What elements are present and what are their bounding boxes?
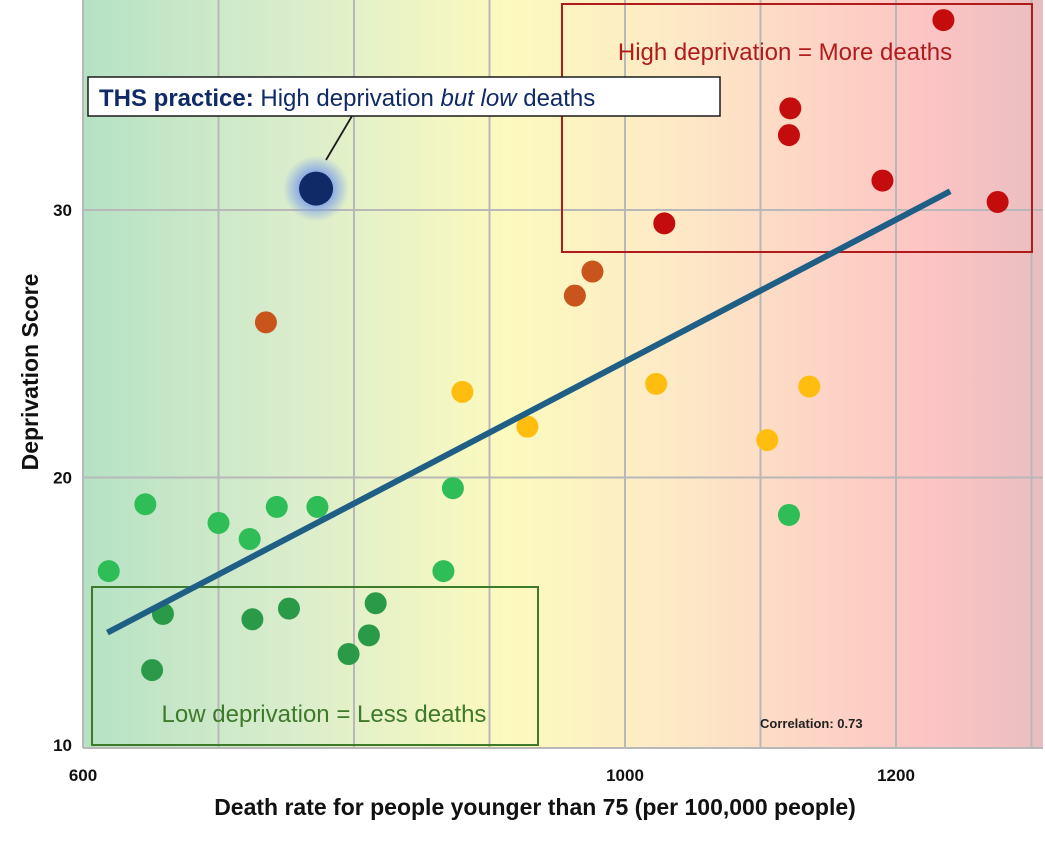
data-point-medium-high <box>563 284 586 307</box>
data-point-low <box>777 503 800 526</box>
callout-text: THS practice: High deprivation but low d… <box>99 85 595 112</box>
callout-italic: but low <box>441 85 519 112</box>
data-point-high <box>779 97 802 120</box>
data-point-medium <box>451 380 474 403</box>
data-point-medium-high <box>254 311 277 334</box>
data-point-low <box>432 560 455 583</box>
data-point-high <box>871 169 894 192</box>
trendline <box>105 188 952 636</box>
data-point-low <box>441 477 464 500</box>
data-point-high <box>653 212 676 235</box>
callout-box <box>87 76 721 117</box>
correlation-label: Correlation: 0.73 <box>760 716 863 731</box>
y-tick-label: 30 <box>53 201 72 220</box>
callout-normal-2: deaths <box>517 85 596 112</box>
data-point-high <box>777 124 800 147</box>
high-deprivation-label: High deprivation = More deaths <box>618 39 952 66</box>
callout-leader-line <box>325 115 353 161</box>
data-point-low-dark <box>364 592 387 615</box>
data-point-medium <box>756 429 779 452</box>
trendline-group <box>105 188 952 636</box>
high-deprivation-box <box>561 3 1033 253</box>
data-points <box>97 9 1009 682</box>
data-point-low <box>265 495 288 518</box>
data-point-low <box>238 528 261 551</box>
data-point-medium <box>516 415 539 438</box>
x-tick-label: 1000 <box>606 766 644 785</box>
data-point-medium <box>645 372 668 395</box>
data-point-low <box>306 495 329 518</box>
data-point-low-dark <box>277 597 300 620</box>
highlight-point <box>299 171 334 206</box>
y-tick-label: 20 <box>53 469 72 488</box>
data-point-low <box>134 493 157 516</box>
data-point-medium-high <box>581 260 604 283</box>
grid-lines <box>82 0 1043 749</box>
x-tick-label: 600 <box>69 766 97 785</box>
data-point-low <box>207 511 230 534</box>
data-point-high <box>932 9 955 32</box>
data-point-low-dark <box>141 659 164 682</box>
data-point-low-dark <box>241 608 264 631</box>
low-deprivation-box <box>91 586 539 746</box>
callout-bold: THS practice: <box>99 85 254 112</box>
highlight-group <box>283 155 350 222</box>
y-tick-label: 10 <box>53 736 72 755</box>
data-point-medium <box>798 375 821 398</box>
x-tick-label: 1200 <box>877 766 915 785</box>
data-point-low-dark <box>357 624 380 647</box>
data-point-low <box>97 560 120 583</box>
x-axis-title: Death rate for people younger than 75 (p… <box>214 794 856 820</box>
y-axis-title: Deprivation Score <box>17 274 43 471</box>
callout-normal-1: High deprivation <box>254 85 441 112</box>
data-point-high <box>986 190 1009 213</box>
low-deprivation-label: Low deprivation = Less deaths <box>162 701 487 728</box>
axis-ticks: 600 1000 1200 10 20 30 <box>53 201 915 785</box>
data-point-low-dark <box>337 643 360 666</box>
